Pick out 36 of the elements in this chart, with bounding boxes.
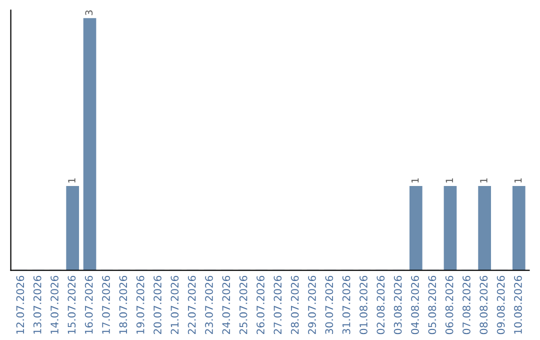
x-tick-label: 04.08.2026 [411,276,419,334]
x-tick-label: 02.08.2026 [376,276,385,334]
x-tick-label: 26.07.2026 [256,276,264,334]
x-tick-label: 18.07.2026 [119,276,128,334]
data-label: 1 [514,178,522,183]
data-label: 1 [412,178,419,183]
x-tick-label: 07.08.2026 [462,276,470,334]
x-tick-label: 16.07.2026 [84,276,93,334]
x-tick-label: 21.07.2026 [170,276,179,334]
x-tick-label: 10.08.2026 [514,276,522,334]
x-tick-label: 12.07.2026 [16,276,24,334]
x-tick-label: 01.08.2026 [360,276,368,334]
x-tick-label: 17.07.2026 [102,276,110,334]
x-tick-label: 09.08.2026 [496,276,505,334]
data-label: 1 [446,178,453,183]
x-tick-label: 30.07.2026 [325,276,334,334]
data-label: 1 [68,178,76,183]
x-tick-label: 13.07.2026 [33,276,42,334]
x-tick-label: 19.07.2026 [136,276,144,334]
x-tick-label: 05.08.2026 [428,276,436,334]
x-tick-label: 20.07.2026 [154,276,162,334]
x-tick-label: 27.07.2026 [274,276,282,334]
x-tick-label: 15.07.2026 [68,276,76,334]
x-tick-label: 31.07.2026 [342,276,350,334]
x-tick-label: 28.07.2026 [290,276,299,334]
data-label: 1 [480,178,488,183]
x-tick-label: 24.07.2026 [222,276,230,334]
x-tick-label: 06.08.2026 [445,276,454,334]
x-tick-label: 29.07.2026 [308,276,316,334]
x-tick-label: 08.08.2026 [480,276,488,334]
x-tick-label: 03.08.2026 [394,276,402,334]
data-label: 3 [85,10,93,16]
x-tick-label: 23.07.2026 [205,276,213,334]
x-tick-label: 14.07.2026 [50,276,58,334]
x-tick-label: 25.07.2026 [239,276,248,334]
x-tick-label: 22.07.2026 [188,276,196,334]
